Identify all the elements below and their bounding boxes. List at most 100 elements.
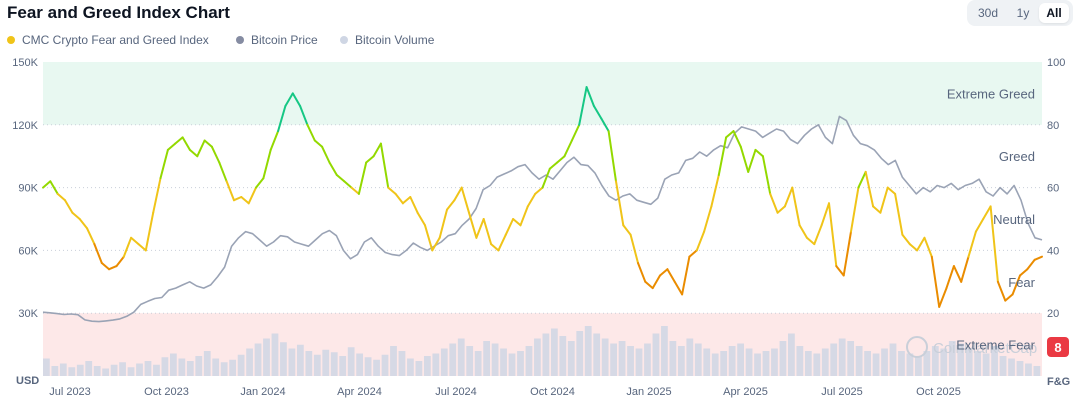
fear-greed-segment: [923, 236, 933, 258]
fear-greed-segment: [71, 211, 81, 220]
left-axis-unit: USD: [16, 375, 39, 387]
fear-greed-segment: [240, 196, 250, 205]
volume-bar: [415, 361, 423, 376]
fear-greed-segment: [637, 262, 647, 283]
fear-greed-segment: [842, 230, 852, 277]
fear-greed-segment: [563, 139, 573, 158]
x-axis-tick: Jan 2025: [626, 386, 671, 398]
fear-greed-segment: [379, 142, 390, 189]
fear-greed-segment: [776, 205, 786, 214]
volume-bar: [119, 362, 126, 376]
x-axis-tick: Oct 2025: [916, 386, 961, 398]
fear-greed-segment: [857, 170, 867, 189]
legend-label: CMC Crypto Fear and Greed Index: [22, 33, 209, 47]
fear-greed-segment: [431, 236, 441, 252]
volume-bar: [93, 366, 101, 376]
left-axis-tick: 120K: [12, 120, 38, 132]
volume-bar: [203, 351, 211, 376]
volume-bar: [898, 351, 905, 376]
volume-bar: [550, 328, 558, 376]
volume-bar: [610, 343, 617, 376]
fear-greed-segment: [644, 280, 654, 290]
zone-label: Fear: [1008, 275, 1035, 290]
volume-bar: [982, 353, 990, 376]
volume-bar: [76, 364, 84, 376]
fear-greed-segment: [1019, 268, 1029, 277]
volume-bar: [390, 346, 397, 376]
range-1y-button[interactable]: 1y: [1016, 6, 1030, 20]
fear-greed-segment: [813, 224, 823, 246]
volume-bar: [745, 348, 753, 376]
volume-bar: [661, 326, 668, 376]
fear-greed-segment: [401, 196, 412, 205]
fear-greed-segment: [166, 142, 177, 151]
zone-label: Greed: [999, 149, 1035, 164]
fear-greed-segment: [504, 218, 515, 236]
coinmarketcap-logo-icon: [906, 336, 928, 358]
fear-greed-segment: [960, 255, 970, 283]
fear-greed-segment: [78, 218, 89, 230]
fear-greed-segment: [512, 218, 522, 227]
fear-greed-segment: [108, 265, 118, 271]
fear-greed-segment: [629, 233, 639, 264]
volume-bar: [872, 353, 880, 376]
fear-greed-segment: [820, 202, 830, 227]
fear-greed-segment: [350, 186, 360, 195]
fear-greed-segment: [982, 205, 992, 220]
fear-greed-segment: [284, 92, 294, 107]
fear-greed-segment: [188, 148, 199, 158]
volume-bar: [576, 331, 584, 376]
x-axis-tick: Oct 2024: [530, 386, 575, 398]
fear-greed-segment: [967, 230, 977, 258]
fear-greed-segment: [335, 174, 346, 183]
volume-bar: [686, 338, 694, 376]
fear-greed-segment: [115, 255, 125, 268]
legend-label: Bitcoin Price: [251, 33, 318, 47]
fear-greed-segment: [203, 139, 213, 148]
fear-greed-segment: [651, 274, 661, 290]
left-axis-tick: 60K: [18, 245, 38, 257]
fear-greed-segment: [409, 196, 419, 214]
current-value-badge-bg: [1047, 337, 1069, 357]
volume-bar: [652, 333, 660, 376]
fear-greed-segment: [534, 186, 544, 195]
fear-greed-segment: [872, 205, 882, 214]
range-all-button[interactable]: All: [1039, 3, 1069, 23]
right-axis-tick: 20: [1047, 308, 1059, 320]
fear-greed-segment: [130, 236, 140, 246]
fear-greed-segment: [446, 199, 456, 211]
volume-bar: [1025, 363, 1032, 376]
fear-greed-segment: [416, 211, 426, 227]
volume-bar: [889, 343, 897, 376]
volume-bar: [534, 338, 541, 376]
fear-greed-segment: [886, 186, 897, 195]
fear-greed-segment: [570, 123, 581, 142]
volume-bar: [711, 353, 719, 376]
volume-bar: [169, 353, 177, 376]
fear-greed-segment: [453, 186, 463, 202]
volume-bar: [906, 353, 914, 376]
fear-greed-segment: [387, 186, 397, 195]
volume-bar: [466, 346, 474, 376]
fear-greed-segment: [152, 177, 162, 214]
volume-bar: [974, 351, 982, 376]
fear-greed-segment: [174, 136, 184, 145]
x-axis-tick: Jan 2024: [240, 386, 285, 398]
volume-bar: [195, 356, 203, 376]
fear-greed-segment: [739, 145, 750, 173]
fear-greed-segment: [328, 161, 338, 176]
volume-bar: [864, 351, 871, 376]
fear-greed-segment: [526, 192, 537, 208]
volume-bar: [635, 348, 643, 376]
volume-bar: [720, 351, 728, 376]
fear-greed-segment: [1026, 258, 1036, 271]
x-axis-tick: Jul 2025: [821, 386, 863, 398]
volume-bar: [153, 364, 160, 376]
range-30d-button[interactable]: 30d: [977, 6, 999, 20]
volume-bar: [940, 348, 948, 376]
fear-greed-segment: [717, 136, 728, 176]
volume-bar: [322, 349, 330, 376]
volume-bar: [779, 341, 787, 376]
volume-bar: [229, 359, 237, 376]
